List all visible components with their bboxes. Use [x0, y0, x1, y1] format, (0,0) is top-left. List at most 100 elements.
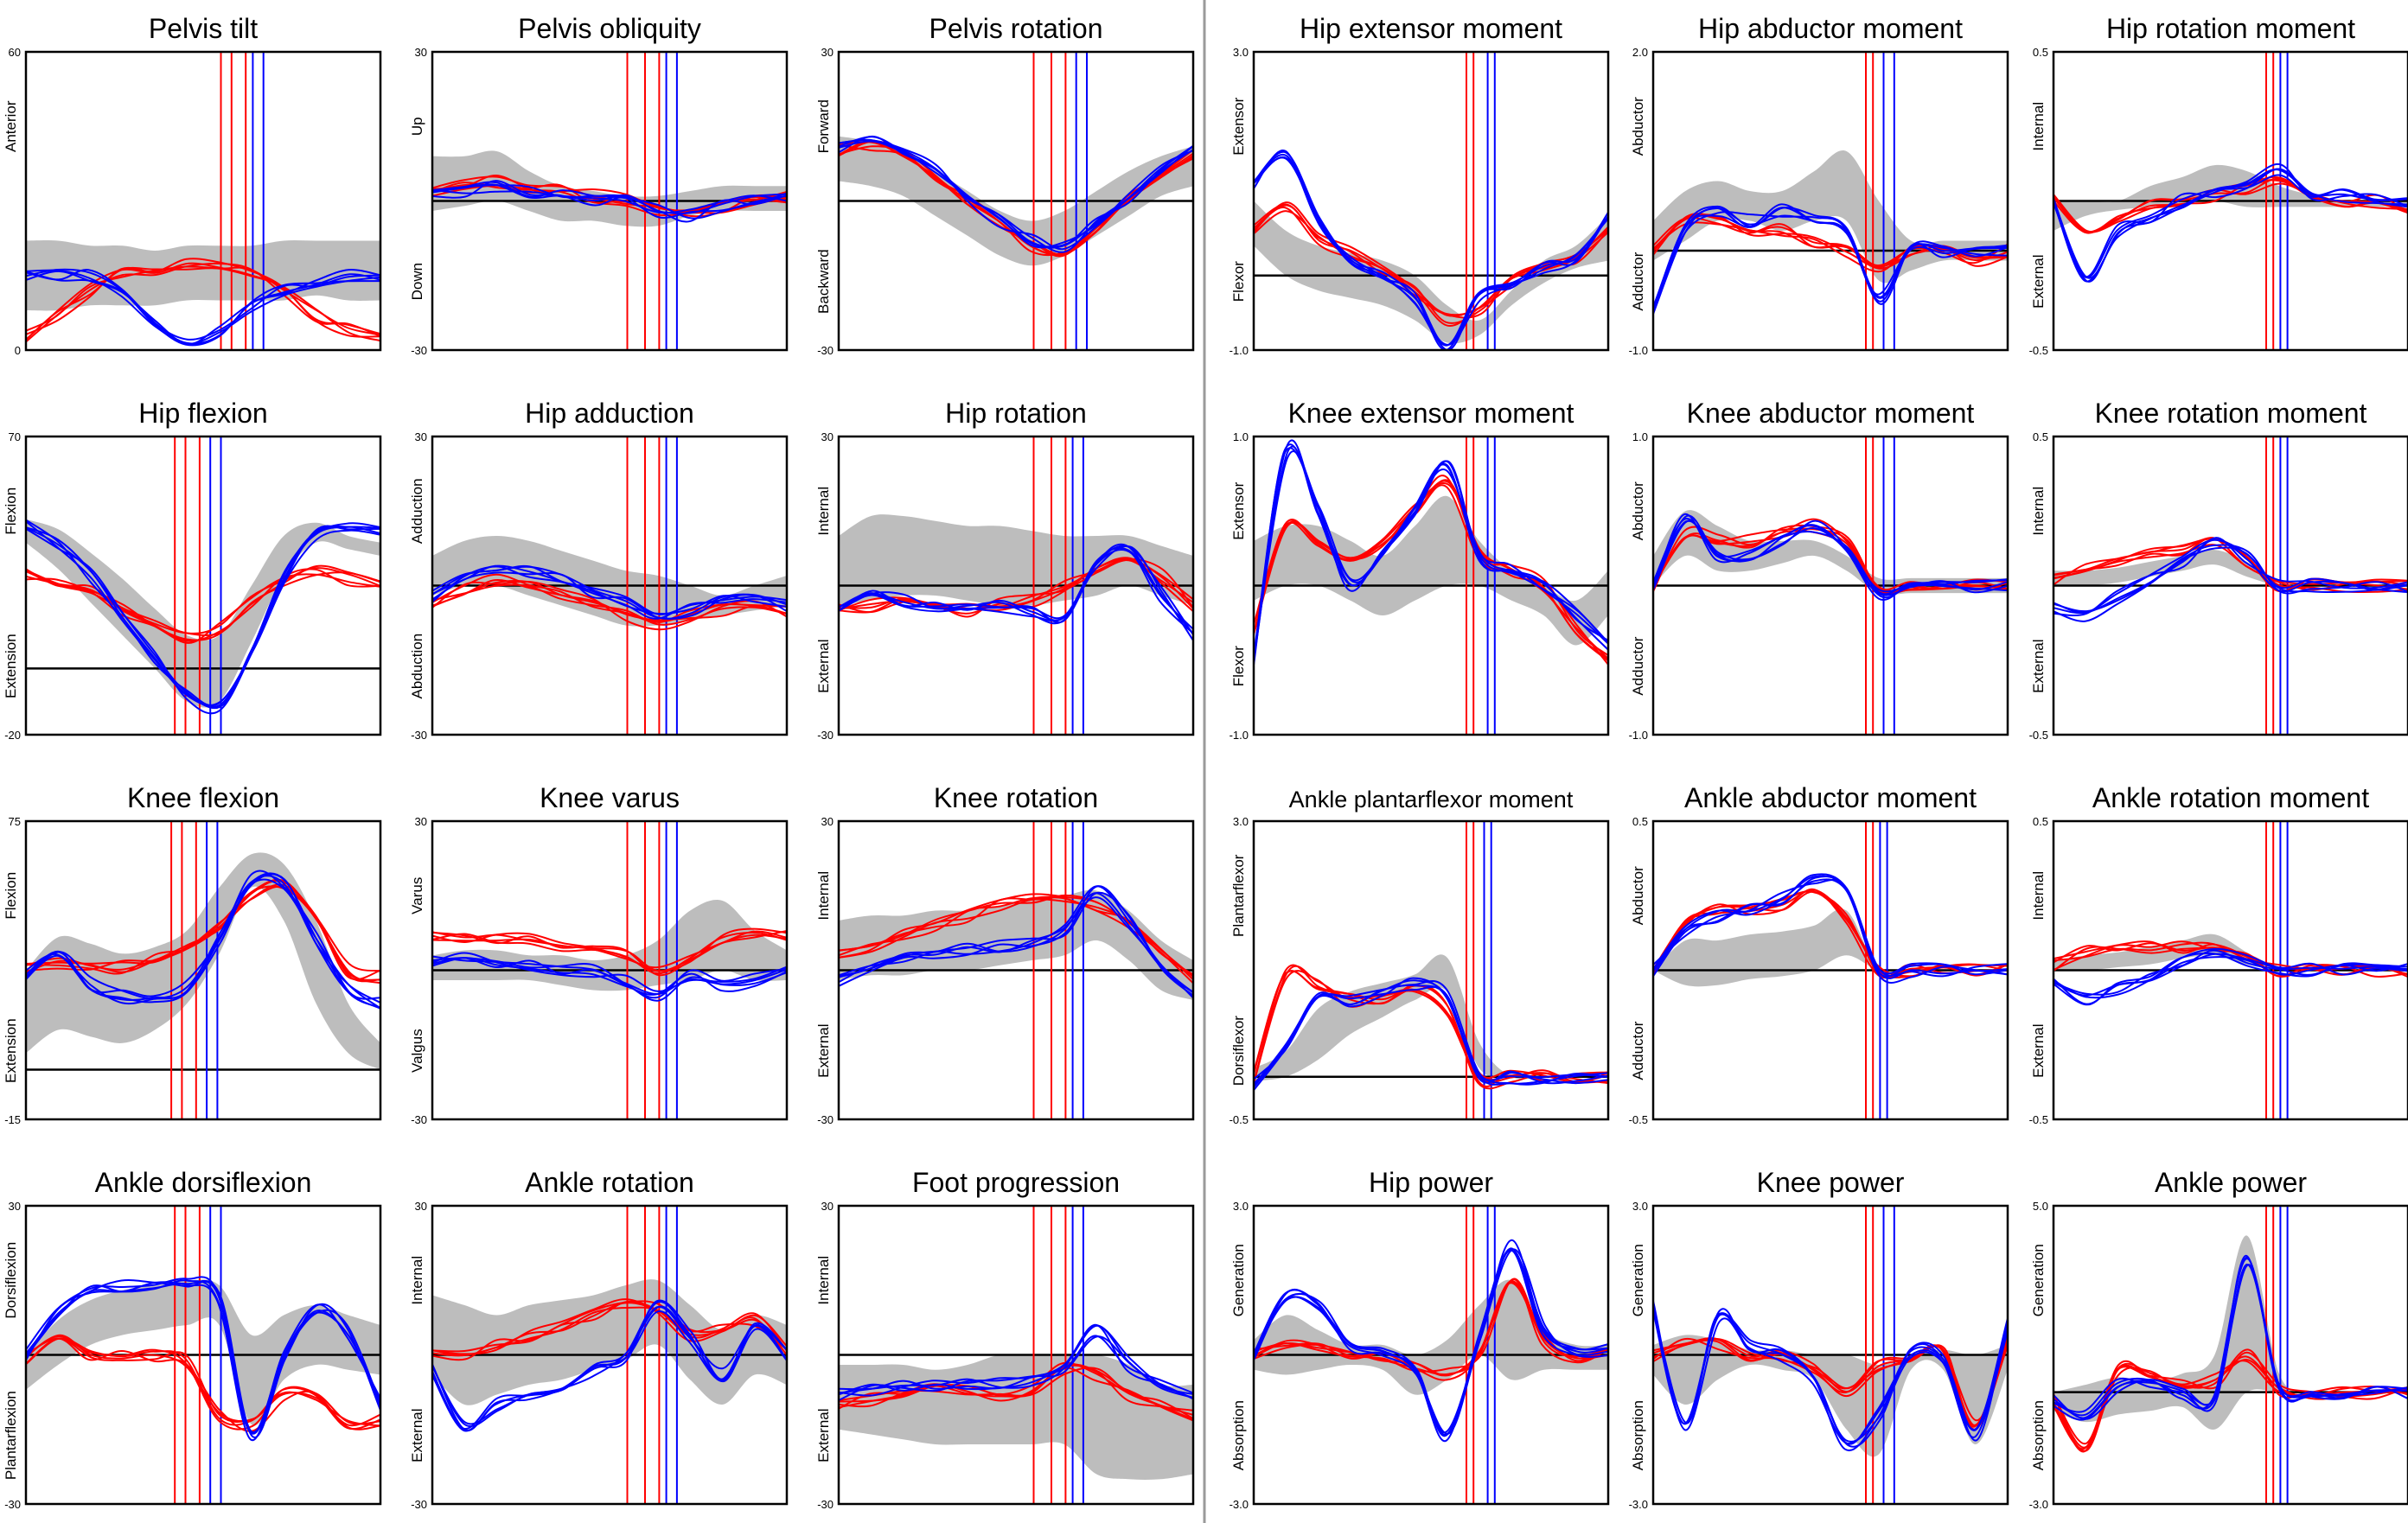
panel: Hip adduction 30 -30 Adduction Abduction — [409, 398, 789, 742]
y-tick-bottom: -1.0 — [1230, 729, 1249, 742]
y-tick-bottom: -30 — [817, 729, 834, 742]
y-tick-top: 30 — [415, 1200, 427, 1213]
left-trial-curve — [431, 1302, 788, 1357]
left-trial-curve — [431, 573, 788, 623]
y-label-top: Anterior — [3, 100, 19, 152]
y-tick-bottom: -1.0 — [1629, 729, 1648, 742]
plot-frame — [1252, 50, 1610, 352]
left-trial-curve — [1253, 210, 1609, 327]
y-label-bottom: Abduction — [409, 634, 425, 699]
y-label-top: Up — [409, 117, 425, 136]
right-trial-curve — [1652, 513, 2009, 596]
y-tick-bottom: -30 — [817, 344, 834, 357]
y-label-top: Adduction — [409, 478, 425, 544]
right-trial-curve — [2053, 546, 2408, 622]
right-trial-curve — [2053, 1263, 2408, 1413]
plot-frame — [837, 819, 1195, 1121]
left-trial-curve — [25, 266, 381, 342]
panel-title: Knee power — [1757, 1167, 1905, 1198]
y-tick-bottom: -30 — [817, 1113, 834, 1126]
y-tick-top: 0.5 — [2033, 46, 2048, 59]
right-trial-curve — [1253, 156, 1609, 347]
right-trial-curve — [2053, 538, 2408, 615]
panel: Hip flexion 70 -20 Flexion Extension — [3, 398, 382, 742]
y-label-bottom: Extension — [3, 634, 19, 698]
panel: Ankle plantarflexor moment 3.0 -0.5 Plantar… — [1230, 787, 1610, 1126]
panel-title: Hip extensor moment — [1300, 13, 1562, 44]
panel: Pelvis tilt 60 0 Anterior — [3, 13, 382, 357]
right-trial-curve — [2053, 168, 2408, 278]
right-trial-curve — [838, 548, 1194, 634]
right-trial-curve — [838, 1323, 1194, 1400]
left-trial-curve — [431, 927, 788, 972]
right-trial-curve — [838, 545, 1194, 635]
right-trial-curve — [431, 565, 788, 620]
normal-band — [1653, 1335, 2008, 1457]
y-label-top: Abductor — [1630, 97, 1646, 156]
left-trial-curve — [1253, 1280, 1609, 1376]
right-trial-curve — [2053, 174, 2408, 278]
y-tick-bottom: -15 — [4, 1113, 21, 1126]
left-trial-curve — [1652, 1337, 2009, 1426]
panel: Hip rotation 30 -30 Internal External — [815, 398, 1195, 742]
plot-frame — [837, 50, 1195, 352]
panel: Knee power 3.0 -3.0 Generation Absorption — [1629, 1167, 2009, 1511]
y-tick-top: 30 — [821, 46, 834, 59]
y-tick-top: 30 — [415, 430, 427, 443]
right-trial-curve — [25, 525, 381, 715]
right-trial-curve — [1652, 211, 2009, 309]
normal-band — [2054, 164, 2408, 231]
y-tick-top: 3.0 — [1233, 1200, 1249, 1213]
y-label-top: Internal — [2030, 102, 2047, 151]
y-tick-bottom: -0.5 — [2029, 1113, 2048, 1126]
left-trial-curve — [1253, 203, 1609, 316]
left-trial-curve — [431, 583, 788, 626]
y-label-bottom: Absorption — [2030, 1400, 2047, 1470]
y-tick-top: 30 — [9, 1200, 21, 1213]
right-trial-curve — [838, 885, 1194, 994]
panel: Knee flexion 75 -15 Flexion Extension — [3, 782, 382, 1126]
normal-band — [1254, 954, 1608, 1081]
y-tick-top: 30 — [821, 1200, 834, 1213]
plot-frame — [24, 1204, 382, 1506]
right-trial-curve — [1253, 447, 1609, 660]
panel-title: Ankle rotation moment — [2092, 782, 2369, 813]
panel-title: Knee extensor moment — [1288, 398, 1574, 429]
panel: Pelvis rotation 30 -30 Forward Backward — [815, 13, 1195, 357]
y-label-bottom: External — [2030, 639, 2047, 692]
y-label-bottom: Plantarflexion — [3, 1391, 19, 1480]
left-trial-curve — [1652, 890, 2009, 978]
panel-title: Ankle rotation — [525, 1167, 694, 1198]
y-label-top: Internal — [409, 1256, 425, 1305]
panel-title: Foot progression — [912, 1167, 1120, 1198]
y-tick-bottom: -0.5 — [2029, 344, 2048, 357]
y-label-bottom: External — [2030, 1023, 2047, 1077]
y-label-bottom: External — [409, 1408, 425, 1462]
y-label-bottom: Flexor — [1230, 646, 1247, 687]
right-trial-curve — [838, 896, 1194, 999]
left-trial-curve — [2053, 179, 2408, 233]
y-tick-top: 0.5 — [2033, 430, 2048, 443]
y-label-top: Flexion — [3, 487, 19, 535]
normal-band — [26, 519, 380, 708]
right-trial-curve — [838, 1324, 1194, 1399]
right-trial-curve — [1253, 1248, 1609, 1437]
right-trial-curve — [431, 564, 788, 620]
y-tick-bottom: -0.5 — [1629, 1113, 1648, 1126]
panel-title: Knee flexion — [127, 782, 279, 813]
y-tick-bottom: -30 — [817, 1498, 834, 1511]
y-tick-bottom: -30 — [411, 1113, 427, 1126]
y-tick-top: 60 — [9, 46, 21, 59]
y-label-bottom: Adductor — [1630, 252, 1646, 310]
y-label-bottom: Adductor — [1630, 1021, 1646, 1080]
right-trial-curve — [1652, 514, 2009, 599]
y-label-top: Varus — [409, 877, 425, 914]
panel: Knee abductor moment 1.0 -1.0 Abductor Adduc… — [1629, 398, 2009, 742]
left-trial-curve — [25, 258, 381, 338]
plot-frame — [1651, 819, 2009, 1121]
panel: Knee extensor moment 1.0 -1.0 Extensor Flexo… — [1230, 398, 1610, 742]
y-label-top: Extensor — [1230, 481, 1247, 539]
right-trial-curve — [838, 547, 1194, 630]
panel: Pelvis obliquity 30 -30 Up Down — [409, 13, 789, 357]
